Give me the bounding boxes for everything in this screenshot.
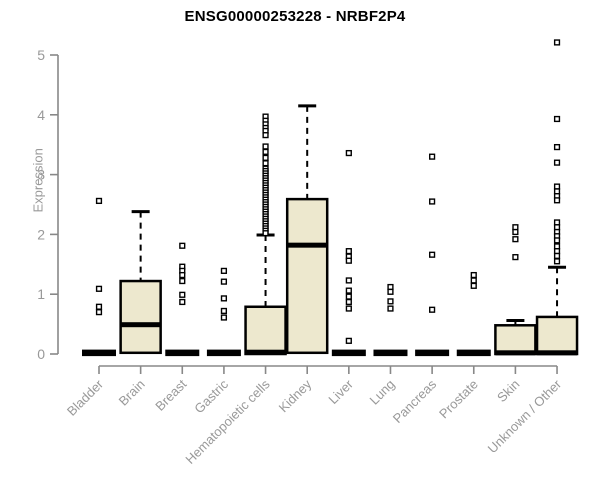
- outlier-point: [553, 224, 561, 231]
- outlier-point: [262, 132, 269, 139]
- x-category-label: Liver: [325, 376, 356, 407]
- y-tick-label: 2: [37, 226, 45, 242]
- median-line: [495, 350, 536, 356]
- outlier-point: [179, 291, 186, 298]
- outlier-point: [387, 288, 394, 295]
- outlier-point: [470, 282, 477, 289]
- box-flat-prostate: [456, 349, 491, 357]
- outlier-point: [553, 183, 561, 190]
- outlier-point: [220, 278, 228, 285]
- box-hematopoietic-cells: [244, 305, 287, 356]
- outlier-point: [220, 267, 228, 274]
- y-tick-label: 4: [37, 107, 45, 123]
- median-line: [120, 322, 161, 328]
- outlier-point: [345, 287, 352, 294]
- outlier-point: [262, 160, 269, 167]
- y-tick-label: 0: [37, 346, 45, 362]
- outlier-point: [262, 230, 269, 237]
- outlier-point: [345, 298, 352, 306]
- y-tick-label: 3: [37, 167, 45, 183]
- box-unknown-other: [535, 315, 579, 356]
- x-category-label: Breast: [152, 376, 189, 413]
- x-category-label: Bladder: [64, 376, 107, 419]
- outlier-point: [553, 197, 561, 204]
- outlier-point: [553, 237, 561, 244]
- outlier-point: [95, 197, 103, 205]
- outlier-point: [553, 115, 561, 123]
- outlier-point: [553, 219, 561, 226]
- box-flat-bladder: [82, 349, 116, 357]
- outlier-point: [429, 198, 436, 205]
- x-category-label: Unknown / Other: [485, 376, 565, 456]
- outlier-point: [553, 252, 561, 260]
- box-flat-lung: [373, 349, 408, 357]
- outlier-point: [220, 307, 228, 315]
- outlier-point: [387, 283, 394, 291]
- y-tick-label: 1: [37, 286, 45, 302]
- box-flat-liver: [331, 349, 366, 357]
- outlier-point: [179, 277, 186, 285]
- outlier-point: [179, 298, 186, 306]
- outlier-point: [262, 148, 269, 155]
- outlier-point: [95, 285, 103, 292]
- outlier-point: [345, 337, 352, 344]
- outlier-point: [512, 228, 519, 236]
- outlier-point: [345, 305, 352, 312]
- outlier-point: [512, 254, 519, 261]
- x-category-label: Gastric: [191, 376, 231, 416]
- outlier-point: [220, 295, 228, 302]
- outlier-point: [553, 143, 561, 151]
- outlier-point: [387, 298, 394, 305]
- box-flat-breast: [165, 349, 200, 357]
- outlier-point: [553, 258, 561, 265]
- box-flat-gastric: [206, 349, 241, 357]
- outlier-point: [512, 236, 519, 243]
- outlier-point: [95, 309, 103, 316]
- box-flat-pancreas: [415, 349, 450, 357]
- outlier-point: [345, 293, 352, 300]
- y-tick-label: 5: [37, 47, 45, 63]
- outlier-point: [470, 271, 477, 279]
- box-kidney: [285, 197, 329, 355]
- median-line: [245, 349, 286, 355]
- box-brain: [119, 279, 162, 355]
- outlier-point: [95, 303, 103, 310]
- outlier-point: [470, 277, 477, 284]
- x-category-label: Kidney: [276, 376, 315, 415]
- outlier-point: [429, 251, 436, 258]
- outlier-point: [262, 154, 269, 161]
- outlier-point: [345, 149, 352, 157]
- outlier-point: [345, 277, 352, 284]
- outlier-point: [429, 153, 436, 160]
- outlier-point: [553, 159, 561, 166]
- outlier-point: [220, 314, 228, 321]
- median-line: [537, 350, 578, 356]
- x-category-label: Lung: [367, 377, 398, 408]
- outlier-point: [512, 224, 519, 231]
- outlier-point: [179, 242, 186, 249]
- x-category-label: Pancreas: [390, 376, 440, 426]
- outlier-point: [553, 243, 561, 250]
- box-skin: [494, 324, 537, 356]
- median-line: [287, 242, 328, 248]
- outlier-point: [553, 248, 561, 255]
- outlier-point: [387, 305, 394, 312]
- outlier-point: [345, 257, 352, 264]
- outlier-point: [345, 248, 352, 255]
- outlier-point: [262, 143, 269, 150]
- x-category-label: Brain: [116, 377, 148, 409]
- outlier-point: [179, 271, 186, 279]
- outlier-point: [553, 188, 561, 195]
- x-category-label: Skin: [494, 377, 522, 405]
- outlier-point: [553, 39, 561, 46]
- chart-title: ENSG00000253228 - NRBF2P4: [184, 8, 406, 25]
- outlier-point: [429, 306, 436, 313]
- x-category-label: Prostate: [436, 377, 481, 422]
